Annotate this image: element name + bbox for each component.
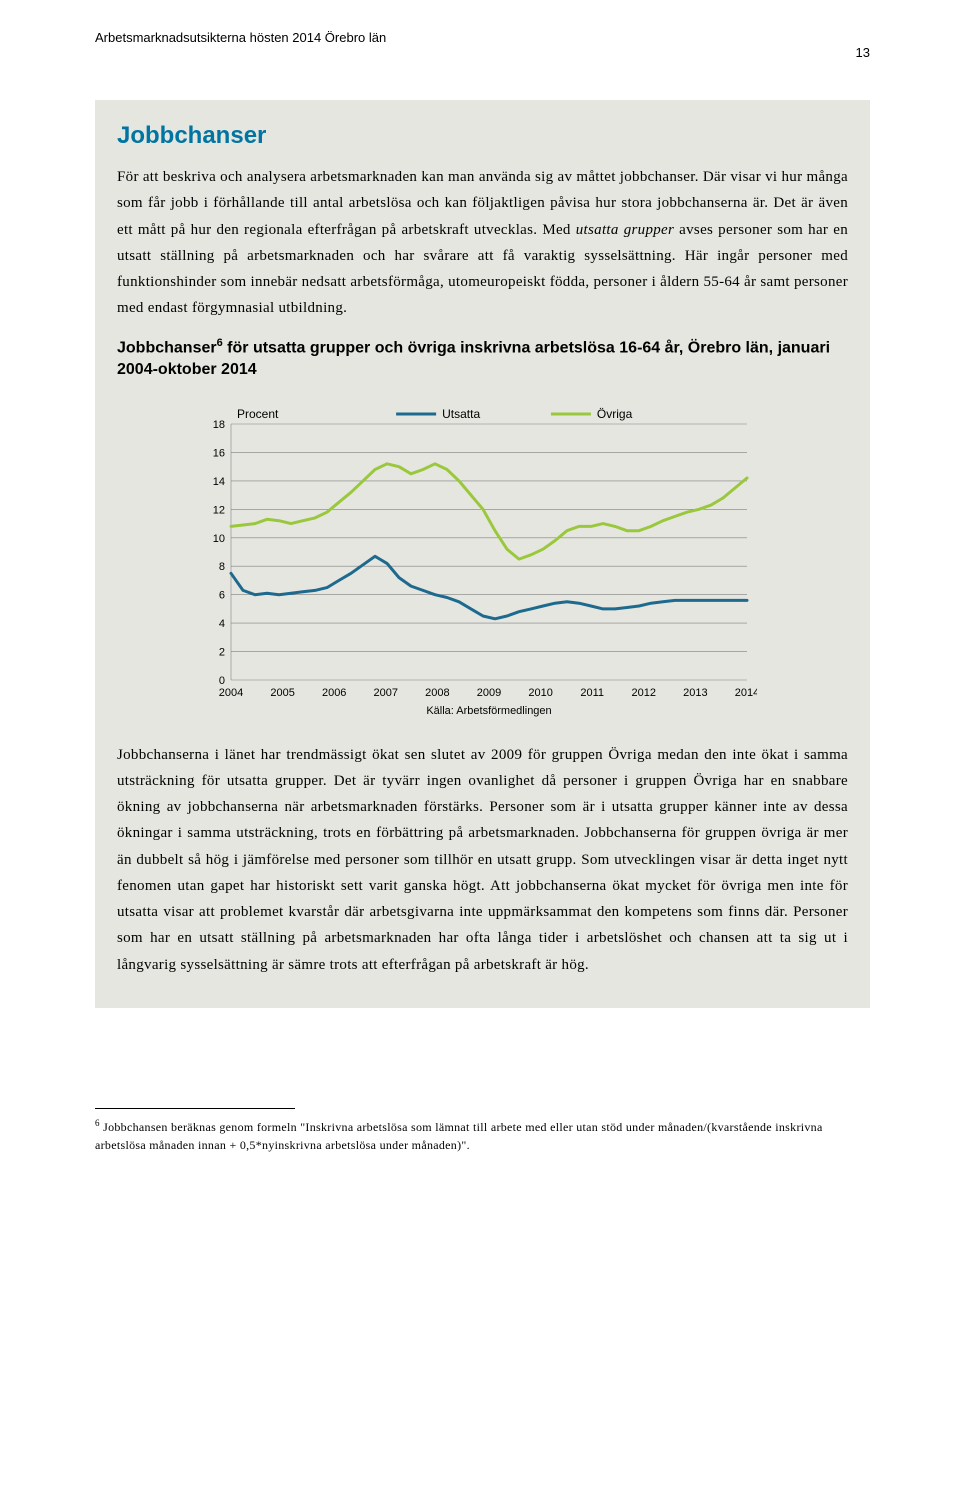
svg-text:16: 16 bbox=[213, 447, 225, 459]
svg-text:0: 0 bbox=[219, 675, 225, 687]
section-title: Jobbchanser bbox=[117, 122, 848, 150]
svg-text:2: 2 bbox=[219, 646, 225, 658]
chart-container: 0 2 4 6 8 10 12 14 16 18 Procent 2004 2005 2006 2007 20… bbox=[117, 400, 848, 720]
svg-text:Utsatta: Utsatta bbox=[442, 407, 480, 421]
svg-text:2007: 2007 bbox=[374, 687, 398, 699]
svg-text:4: 4 bbox=[219, 618, 225, 630]
svg-text:2008: 2008 bbox=[425, 687, 449, 699]
svg-text:12: 12 bbox=[213, 504, 225, 516]
svg-text:2010: 2010 bbox=[528, 687, 552, 699]
svg-text:Övriga: Övriga bbox=[597, 407, 633, 421]
svg-text:2011: 2011 bbox=[580, 687, 604, 699]
line-chart: 0 2 4 6 8 10 12 14 16 18 Procent 2004 2005 2006 2007 20… bbox=[197, 400, 757, 720]
footnote-separator bbox=[95, 1108, 295, 1109]
svg-text:2014: 2014 bbox=[735, 687, 757, 699]
svg-text:6: 6 bbox=[219, 589, 225, 601]
svg-text:14: 14 bbox=[213, 475, 225, 487]
svg-text:2012: 2012 bbox=[632, 687, 656, 699]
svg-text:Procent: Procent bbox=[237, 407, 279, 421]
svg-text:2013: 2013 bbox=[683, 687, 707, 699]
chart-title: Jobbchanser6 för utsatta grupper och övr… bbox=[117, 336, 848, 382]
svg-text:Källa: Arbetsförmedlingen: Källa: Arbetsförmedlingen bbox=[426, 705, 551, 717]
svg-text:10: 10 bbox=[213, 532, 225, 544]
svg-text:8: 8 bbox=[219, 561, 225, 573]
intro-paragraph: För att beskriva och analysera arbetsmar… bbox=[117, 164, 848, 322]
content-panel: Jobbchanser För att beskriva och analyse… bbox=[95, 100, 870, 1008]
svg-text:2005: 2005 bbox=[270, 687, 294, 699]
svg-text:2009: 2009 bbox=[477, 687, 501, 699]
footnote: 6 Jobbchansen beräknas genom formeln "In… bbox=[95, 1117, 870, 1155]
page-number: 13 bbox=[856, 45, 870, 60]
svg-text:18: 18 bbox=[213, 419, 225, 431]
analysis-paragraph: Jobbchanserna i länet har trendmässigt ö… bbox=[117, 742, 848, 978]
footnote-text: Jobbchansen beräknas genom formeln "Insk… bbox=[95, 1120, 823, 1153]
svg-text:2006: 2006 bbox=[322, 687, 346, 699]
svg-text:2004: 2004 bbox=[219, 687, 243, 699]
document-header: Arbetsmarknadsutsikterna hösten 2014 Öre… bbox=[95, 30, 870, 45]
document-page: Arbetsmarknadsutsikterna hösten 2014 Öre… bbox=[0, 0, 960, 1497]
